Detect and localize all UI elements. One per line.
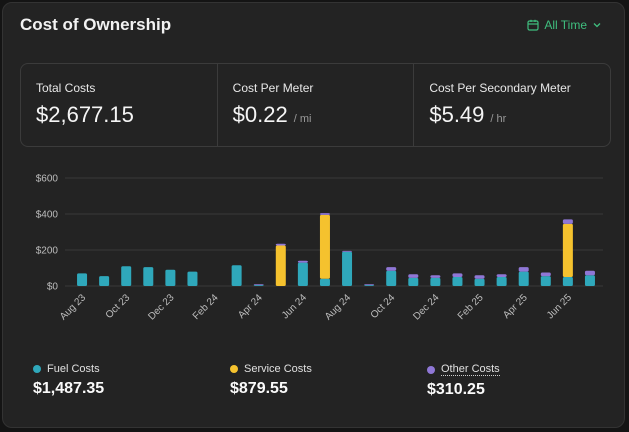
other-dot-icon bbox=[427, 365, 435, 374]
bar-fuel-costs bbox=[231, 265, 242, 286]
bar-other-costs bbox=[275, 243, 286, 246]
bar-service-costs bbox=[562, 223, 573, 277]
legend-total: $1,487.35 bbox=[33, 380, 105, 397]
x-tick-label: Dec 23 bbox=[146, 292, 176, 322]
bar-other-costs bbox=[342, 250, 353, 252]
bar-other-costs bbox=[496, 274, 507, 277]
x-tick-label: Feb 24 bbox=[191, 292, 221, 322]
bar-fuel-costs bbox=[474, 278, 485, 286]
x-tick-label: Jun 25 bbox=[545, 292, 574, 321]
bar-fuel-costs bbox=[386, 270, 397, 286]
y-tick-label: $600 bbox=[36, 174, 59, 185]
legend-total: $310.25 bbox=[427, 381, 485, 398]
bar-fuel-costs bbox=[562, 277, 573, 286]
bar-fuel-costs bbox=[452, 277, 463, 286]
x-tick-label: Oct 24 bbox=[369, 292, 398, 321]
time-range-label: All Time bbox=[544, 18, 587, 32]
bar-other-costs bbox=[474, 275, 485, 279]
bar-other-costs bbox=[319, 213, 330, 215]
stat-label: Cost Per Meter bbox=[232, 81, 314, 95]
bar-other-costs bbox=[452, 273, 463, 277]
bar-fuel-costs bbox=[342, 251, 353, 286]
chevron-down-icon bbox=[593, 23, 601, 28]
x-tick-label: Jun 24 bbox=[280, 292, 309, 321]
stat-value: $0.22 / mi bbox=[233, 102, 399, 128]
bar-fuel-costs bbox=[408, 277, 419, 286]
legend-service: Service Costs $879.55 bbox=[230, 363, 312, 398]
service-dot-icon bbox=[230, 365, 238, 373]
bar-fuel-costs bbox=[364, 285, 375, 286]
card-title: Cost of Ownership bbox=[20, 15, 172, 34]
legend-label[interactable]: Other Costs bbox=[441, 363, 500, 376]
stat-total-costs: Total Costs $2,677.15 bbox=[21, 64, 218, 146]
time-range-dropdown[interactable]: All Time bbox=[527, 18, 602, 32]
bar-fuel-costs bbox=[165, 269, 176, 286]
bar-fuel-costs bbox=[584, 275, 595, 286]
bar-fuel-costs bbox=[540, 276, 551, 286]
legend-label: Service Costs bbox=[244, 363, 312, 375]
bar-other-costs bbox=[386, 267, 397, 271]
cost-bar-chart: $0 $200 $400 $600 Aug 23 Oct 23 Dec 23 Feb 24 Ap… bbox=[36, 174, 603, 323]
bar-other-costs bbox=[562, 219, 573, 224]
x-tick-label: Feb 25 bbox=[456, 292, 486, 322]
bar-fuel-costs bbox=[430, 277, 441, 286]
stat-amount: $0.22 bbox=[232, 102, 288, 127]
bar-other-costs bbox=[297, 260, 308, 263]
bar-other-costs bbox=[540, 272, 551, 277]
bar-fuel-costs bbox=[253, 285, 264, 286]
x-tick-label: Apr 25 bbox=[501, 292, 530, 321]
x-tick-label: Apr 24 bbox=[236, 292, 265, 321]
bar-other-costs bbox=[408, 274, 419, 278]
bar-fuel-costs bbox=[496, 277, 507, 286]
stat-amount: $2,677.15 bbox=[36, 102, 134, 127]
legend-other[interactable]: Other Costs $310.25 bbox=[427, 363, 500, 399]
cost-of-ownership-card: Cost of Ownership All Time Total Costs $… bbox=[2, 2, 625, 428]
y-tick-label: $200 bbox=[36, 246, 59, 257]
stats-panel: Total Costs $2,677.15 Cost Per Meter $0.… bbox=[20, 63, 611, 147]
x-tick-label: Oct 23 bbox=[104, 292, 133, 321]
stat-cost-per-secondary-meter: Cost Per Secondary Meter $5.49 / hr bbox=[414, 64, 610, 146]
bar-other-costs bbox=[518, 267, 529, 272]
bar-fuel-costs bbox=[518, 271, 529, 286]
x-tick-label: Aug 23 bbox=[58, 292, 88, 322]
bar-fuel-costs bbox=[143, 267, 154, 286]
stat-cost-per-meter: Cost Per Meter $0.22 / mi bbox=[218, 64, 415, 146]
stat-label: Cost Per Secondary Meter bbox=[429, 81, 571, 95]
bar-other-costs bbox=[253, 284, 264, 286]
legend-fuel: Fuel Costs $1,487.35 bbox=[33, 363, 104, 398]
legend-total: $879.55 bbox=[230, 380, 288, 397]
bar-fuel-costs bbox=[77, 273, 88, 286]
bar-service-costs bbox=[275, 245, 286, 286]
stat-unit: / hr bbox=[490, 113, 507, 125]
bar-fuel-costs bbox=[187, 271, 198, 286]
x-tick-label: Dec 24 bbox=[411, 292, 441, 322]
calendar-icon bbox=[527, 19, 539, 31]
bar-other-costs bbox=[584, 270, 595, 276]
bar-fuel-costs bbox=[99, 276, 110, 286]
bar-service-costs bbox=[319, 214, 330, 279]
y-tick-label: $400 bbox=[36, 210, 59, 221]
stat-amount: $5.49 bbox=[429, 102, 485, 127]
y-tick-label: $0 bbox=[47, 282, 59, 293]
bar-fuel-costs bbox=[297, 262, 308, 286]
fuel-dot-icon bbox=[33, 365, 41, 373]
x-tick-label: Aug 24 bbox=[323, 292, 353, 322]
stat-unit: / mi bbox=[293, 113, 312, 125]
bar-other-costs bbox=[430, 275, 441, 278]
bar-fuel-costs bbox=[319, 278, 330, 286]
stat-value: $5.49 / hr bbox=[429, 102, 595, 128]
legend-label: Fuel Costs bbox=[47, 363, 100, 375]
stat-value: $2,677.15 bbox=[36, 102, 202, 128]
stat-label: Total Costs bbox=[36, 81, 96, 95]
bar-fuel-costs bbox=[121, 266, 132, 286]
bar-other-costs bbox=[364, 284, 375, 286]
